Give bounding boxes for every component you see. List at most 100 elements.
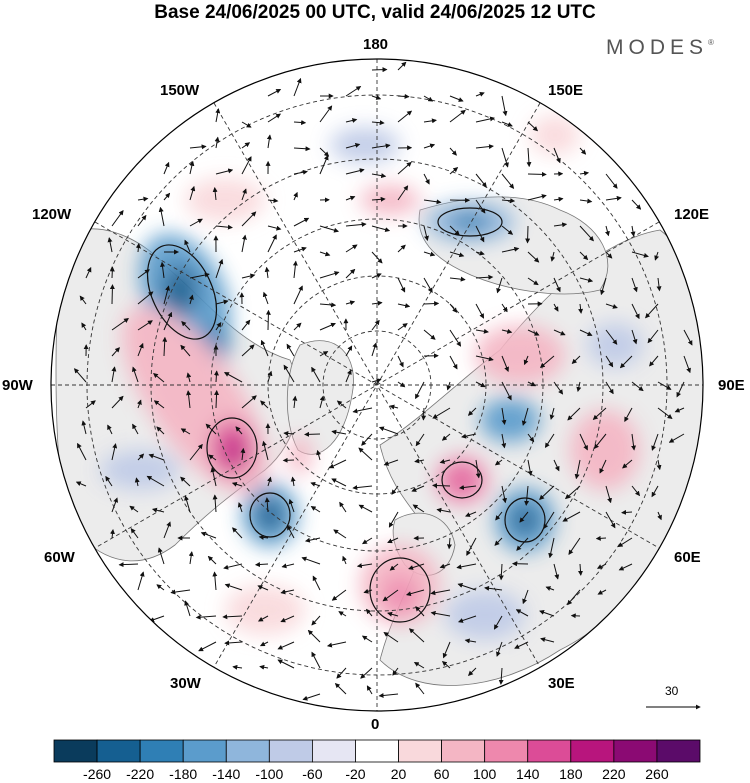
wind-arrow — [475, 303, 485, 319]
wind-arrow — [280, 615, 295, 623]
wind-arrow — [668, 433, 685, 443]
wind-arrow — [439, 563, 451, 569]
negative-anomaly-cell — [445, 590, 525, 640]
negative-anomaly-core — [450, 212, 490, 232]
wind-arrow — [579, 433, 588, 451]
wind-arrow — [423, 173, 430, 185]
wind-arrow — [432, 483, 451, 489]
wind-arrow — [75, 481, 87, 487]
wind-arrow — [564, 485, 581, 500]
wind-arrow — [645, 303, 659, 319]
wind-arrow — [458, 485, 477, 490]
wind-arrow — [397, 303, 411, 309]
wind-arrow — [189, 144, 207, 150]
wind-arrow — [464, 638, 477, 644]
colorbar-segment — [441, 739, 486, 763]
wind-arrow — [449, 225, 460, 236]
colorbar-segment — [570, 739, 615, 763]
wind-arrow — [186, 390, 192, 409]
wind-arrow — [576, 381, 582, 393]
wind-arrow — [449, 276, 466, 282]
wind-arrow — [421, 407, 427, 421]
wind-arrow — [240, 447, 246, 461]
wind-arrow — [163, 192, 171, 201]
wind-arrow — [352, 485, 373, 491]
wind-arrow — [290, 476, 296, 487]
wind-arrow — [458, 615, 477, 623]
wind-arrow — [215, 108, 221, 123]
wind-arrow — [345, 118, 358, 123]
wind-arrow — [215, 299, 229, 305]
wind-arrow — [527, 251, 540, 263]
wind-arrow — [654, 251, 660, 261]
wind-arrow — [288, 498, 295, 513]
wind-arrow — [361, 433, 373, 446]
contour-line — [146, 244, 218, 340]
wind-arrow — [544, 433, 555, 448]
wind-arrow — [111, 497, 119, 513]
wind-arrow — [553, 563, 560, 580]
wind-arrow — [605, 195, 622, 201]
wind-arrow — [439, 459, 451, 464]
wind-arrow — [131, 366, 139, 383]
colorbar-segment — [268, 739, 313, 763]
lon-label-150e: 150E — [548, 82, 584, 99]
wind-arrow — [129, 505, 139, 513]
wind-arrow — [262, 291, 269, 305]
wind-arrow — [304, 431, 321, 437]
wind-arrow — [647, 329, 659, 344]
wind-arrow — [579, 277, 594, 283]
wind-arrow — [260, 339, 269, 357]
wind-arrow — [73, 368, 87, 383]
registered-mark: ® — [708, 38, 714, 47]
wind-arrow — [475, 328, 489, 334]
wind-arrow — [605, 511, 616, 529]
wind-arrow — [224, 583, 243, 591]
colorbar-tick-label: -180 — [169, 766, 198, 782]
wind-arrow — [371, 319, 380, 331]
wind-arrow — [210, 467, 217, 487]
wind-arrow — [553, 147, 561, 164]
wind-arrow — [389, 563, 399, 571]
wind-arrow — [264, 266, 270, 279]
wind-arrow — [475, 92, 485, 97]
map-border — [50, 58, 704, 712]
wind-arrow — [397, 61, 407, 71]
wind-arrow — [579, 170, 590, 176]
wind-arrow — [449, 95, 464, 102]
wind-arrow — [293, 120, 307, 125]
wind-arrow — [515, 609, 529, 617]
wind-arrow — [186, 372, 192, 383]
negative-anomaly-core — [255, 498, 285, 532]
wind-arrow — [371, 251, 383, 264]
wind-arrow — [657, 381, 672, 390]
wind-arrow — [527, 433, 535, 443]
wind-arrow — [423, 301, 440, 307]
wind-arrow — [475, 116, 496, 123]
wind-arrow — [267, 234, 277, 253]
wind-arrow — [135, 242, 141, 253]
wind-arrow — [281, 563, 295, 569]
lon-label-120e: 120E — [674, 206, 710, 223]
positive-anomaly-core — [450, 469, 474, 491]
wind-arrow — [622, 459, 633, 469]
wind-arrow — [540, 637, 555, 643]
colorbar-segment — [96, 739, 141, 763]
wind-arrow — [304, 537, 321, 543]
wind-arrow — [258, 534, 269, 540]
wind-arrow — [302, 693, 321, 701]
wind-arrow — [461, 433, 477, 439]
wind-arrow — [501, 381, 512, 401]
wind-arrow — [107, 424, 113, 435]
wind-arrow — [319, 251, 331, 257]
wind-arrow — [310, 481, 321, 487]
wind-arrow — [356, 563, 373, 569]
wind-arrow — [319, 351, 329, 357]
wind-vectors — [73, 61, 693, 701]
wind-arrow — [516, 537, 529, 551]
wind-arrow — [345, 168, 365, 175]
wind-arrow — [389, 404, 399, 410]
wind-arrow — [631, 381, 644, 392]
wind-arrow — [494, 459, 503, 466]
wind-arrow — [286, 343, 295, 357]
